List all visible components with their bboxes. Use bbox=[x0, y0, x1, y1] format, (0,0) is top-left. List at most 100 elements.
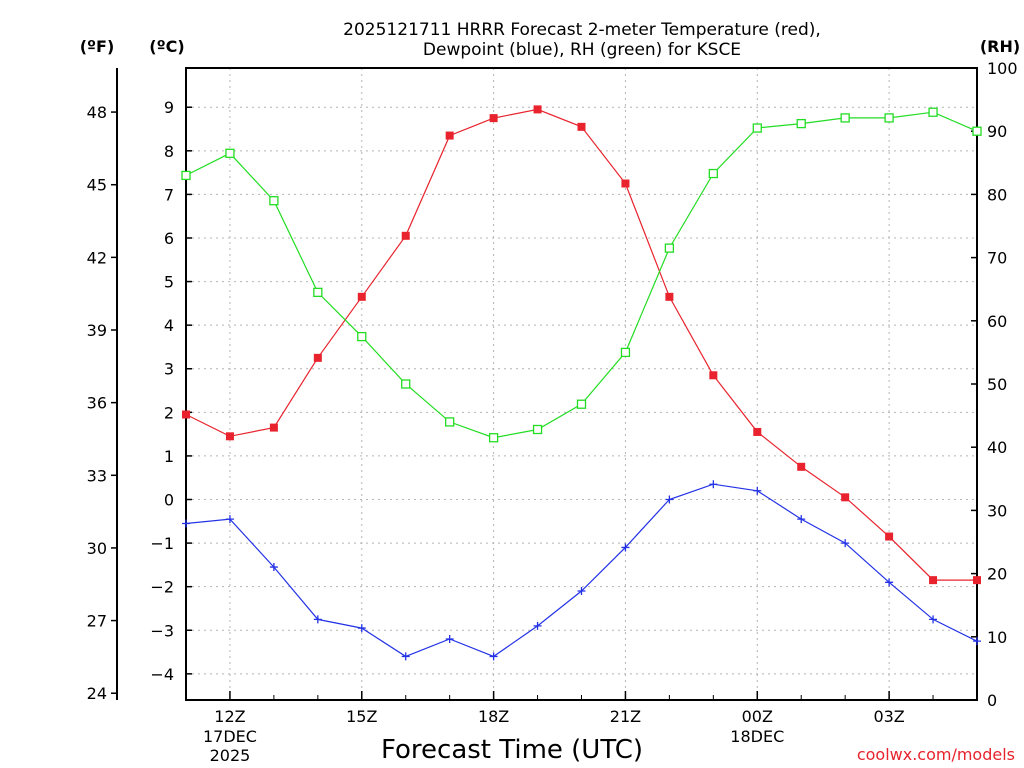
2-meter-temperature-point bbox=[489, 114, 498, 123]
2-meter-temperature-point bbox=[709, 371, 718, 380]
2-meter-temperature-point bbox=[357, 292, 366, 301]
rh-point bbox=[928, 107, 938, 117]
dewpoint-point bbox=[753, 486, 762, 495]
plot-frame bbox=[185, 67, 978, 701]
rh-point bbox=[181, 170, 191, 181]
dewpoint-point bbox=[797, 515, 806, 524]
celsius-tick-label: −4 bbox=[150, 665, 174, 684]
data-series bbox=[181, 105, 982, 661]
dewpoint-point bbox=[841, 539, 850, 548]
2-meter-temperature-point bbox=[577, 122, 586, 131]
rh-tick-label: 90 bbox=[987, 122, 1007, 141]
fahrenheit-tick-label: 42 bbox=[87, 248, 107, 267]
rh-tick-label: 40 bbox=[987, 438, 1007, 457]
2-meter-temperature-point bbox=[225, 432, 234, 441]
rh-point bbox=[708, 168, 718, 179]
celsius-tick-label: 9 bbox=[164, 98, 174, 117]
2-meter-temperature-point bbox=[753, 427, 762, 436]
dewpoint-point bbox=[357, 624, 366, 633]
time-tick-label: 21Z bbox=[610, 707, 641, 726]
rh-point bbox=[225, 148, 235, 158]
dewpoint-point bbox=[401, 652, 410, 661]
fahrenheit-tick-label: 30 bbox=[87, 539, 107, 558]
celsius-unit-label: (ºC) bbox=[149, 37, 184, 56]
dewpoint-point bbox=[621, 543, 630, 552]
rh-point bbox=[752, 123, 762, 133]
date-tick-label: 17DEC bbox=[203, 727, 257, 746]
celsius-tick-label: 7 bbox=[164, 185, 174, 204]
dewpoint-point bbox=[489, 652, 498, 661]
celsius-tick-label: 1 bbox=[164, 447, 174, 466]
grid-lines bbox=[186, 68, 977, 700]
celsius-tick-label: 5 bbox=[164, 273, 174, 292]
2-meter-temperature-point bbox=[445, 131, 454, 140]
celsius-tick-label: 4 bbox=[164, 316, 174, 335]
celsius-tick-label: 6 bbox=[164, 229, 174, 248]
2-meter-temperature-point bbox=[269, 423, 278, 432]
rh-point bbox=[532, 424, 543, 435]
chart-title-line1: 2025121711 HRRR Forecast 2-meter Tempera… bbox=[343, 20, 821, 40]
rh-point bbox=[972, 126, 982, 136]
celsius-tick-label: 8 bbox=[164, 142, 174, 161]
rh-point bbox=[401, 379, 411, 389]
celsius-tick-label: 0 bbox=[164, 491, 174, 510]
rh-tick-label: 30 bbox=[987, 501, 1007, 520]
celsius-tick-label: 3 bbox=[164, 360, 174, 379]
celsius-tick-label: −1 bbox=[150, 534, 174, 553]
2-meter-temperature-point bbox=[401, 231, 410, 240]
dewpoint-point bbox=[577, 587, 586, 596]
rh-point bbox=[664, 243, 675, 253]
rh-point bbox=[884, 113, 894, 123]
dewpoint-point bbox=[313, 615, 322, 624]
rh-point bbox=[576, 399, 587, 409]
celsius-tick-label: −3 bbox=[150, 621, 174, 640]
rh-tick-label: 0 bbox=[987, 691, 997, 710]
date-tick-label: 18DEC bbox=[730, 727, 784, 746]
site-credit: coolwx.com/models bbox=[857, 745, 1015, 764]
rh-point bbox=[269, 196, 279, 206]
rh-tick-label: 100 bbox=[987, 59, 1018, 78]
2-meter-temperature-point bbox=[973, 576, 981, 585]
time-tick-label: 18Z bbox=[478, 707, 509, 726]
chart-title-line2: Dewpoint (blue), RH (green) for KSCE bbox=[423, 40, 741, 60]
2-meter-temperature-point bbox=[313, 353, 322, 362]
rh-point bbox=[445, 417, 455, 427]
series-rh bbox=[181, 107, 982, 443]
fahrenheit-tick-label: 39 bbox=[87, 321, 107, 340]
year-tick-label: 2025 bbox=[210, 746, 251, 765]
2-meter-temperature-point bbox=[885, 532, 894, 541]
series-dewpoint bbox=[182, 480, 981, 661]
rh-tick-label: 70 bbox=[987, 249, 1007, 268]
rh-unit-label: (RH) bbox=[980, 37, 1020, 56]
2-meter-temperature-point bbox=[665, 292, 674, 301]
fahrenheit-tick-label: 45 bbox=[87, 176, 107, 195]
2-meter-temperature-point bbox=[533, 105, 542, 114]
time-tick-label: 03Z bbox=[873, 707, 904, 726]
rh-tick-label: 10 bbox=[987, 628, 1007, 647]
dewpoint-point bbox=[445, 634, 454, 643]
time-tick-label: 12Z bbox=[214, 707, 245, 726]
dewpoint-point bbox=[885, 578, 894, 587]
2-meter-temperature-point bbox=[841, 493, 850, 502]
2-meter-temperature-point bbox=[182, 410, 190, 419]
dewpoint-point bbox=[269, 563, 278, 572]
celsius-tick-label: −2 bbox=[150, 578, 174, 597]
rh-point bbox=[488, 433, 499, 443]
rh-point bbox=[840, 113, 850, 123]
rh-point bbox=[357, 331, 367, 342]
rh-tick-label: 20 bbox=[987, 565, 1007, 584]
dewpoint-point bbox=[182, 519, 190, 528]
2-meter-temperature-point bbox=[797, 462, 806, 471]
2-meter-temperature-point bbox=[929, 576, 938, 585]
time-tick-label: 00Z bbox=[742, 707, 773, 726]
series-2-meter-temperature bbox=[182, 105, 981, 585]
dewpoint-point bbox=[225, 515, 234, 524]
dewpoint-point bbox=[973, 637, 981, 646]
rh-tick-label: 50 bbox=[987, 375, 1007, 394]
dewpoint-point bbox=[533, 621, 542, 630]
time-tick-label: 15Z bbox=[346, 707, 377, 726]
fahrenheit-unit-label: (ºF) bbox=[80, 37, 115, 56]
2-meter-temperature-point bbox=[621, 179, 630, 188]
dewpoint-point bbox=[665, 495, 674, 504]
